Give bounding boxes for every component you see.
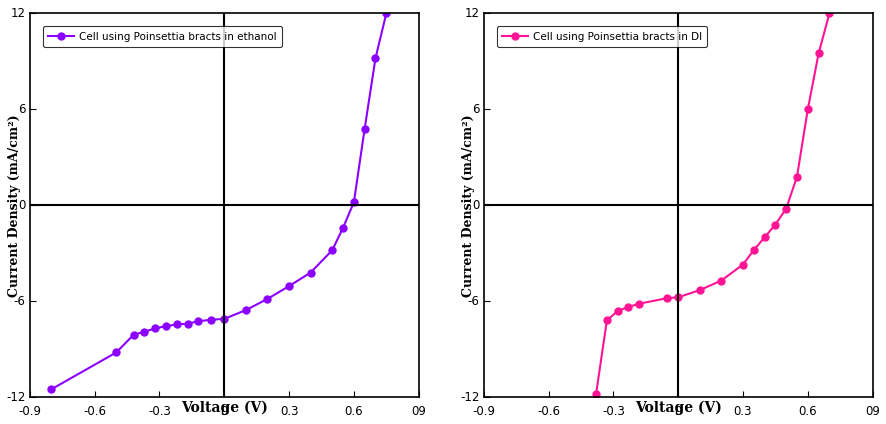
Y-axis label: Current Density (mA/cm²): Current Density (mA/cm²) bbox=[462, 114, 475, 297]
Cell using Poinsettia bracts in DI bbox=[791, 174, 802, 179]
Cell using Poinsettia bracts in ethanol bbox=[240, 307, 251, 312]
Text: -0.3: -0.3 bbox=[148, 405, 171, 418]
Text: 0: 0 bbox=[18, 199, 26, 212]
Cell using Poinsettia bracts in ethanol bbox=[128, 332, 139, 338]
Cell using Poinsettia bracts in ethanol bbox=[193, 319, 204, 324]
Cell using Poinsettia bracts in ethanol bbox=[139, 329, 150, 334]
Text: 09: 09 bbox=[411, 405, 425, 418]
Cell using Poinsettia bracts in DI bbox=[780, 206, 790, 211]
Text: -12: -12 bbox=[460, 391, 478, 404]
Text: -0.6: -0.6 bbox=[536, 405, 559, 418]
Line: Cell using Poinsettia bracts in DI: Cell using Poinsettia bracts in DI bbox=[592, 10, 832, 398]
Cell using Poinsettia bracts in DI bbox=[633, 301, 644, 306]
Cell using Poinsettia bracts in ethanol bbox=[46, 387, 57, 392]
Cell using Poinsettia bracts in DI bbox=[661, 296, 672, 301]
Cell using Poinsettia bracts in DI bbox=[802, 107, 812, 112]
Cell using Poinsettia bracts in ethanol bbox=[359, 126, 369, 131]
X-axis label: Voltage (V): Voltage (V) bbox=[634, 401, 721, 416]
Cell using Poinsettia bracts in ethanol bbox=[150, 326, 160, 331]
Text: -12: -12 bbox=[6, 391, 26, 404]
Cell using Poinsettia bracts in DI bbox=[611, 308, 622, 313]
Text: 0.6: 0.6 bbox=[344, 405, 362, 418]
Text: -0.6: -0.6 bbox=[83, 405, 106, 418]
Text: -0.3: -0.3 bbox=[602, 405, 624, 418]
Cell using Poinsettia bracts in DI bbox=[769, 222, 780, 227]
Text: 0: 0 bbox=[221, 405, 228, 418]
Cell using Poinsettia bracts in ethanol bbox=[369, 56, 380, 61]
Cell using Poinsettia bracts in ethanol bbox=[284, 284, 294, 289]
Cell using Poinsettia bracts in DI bbox=[812, 51, 823, 56]
Cell using Poinsettia bracts in DI bbox=[758, 235, 769, 240]
Cell using Poinsettia bracts in DI bbox=[715, 278, 726, 283]
Cell using Poinsettia bracts in ethanol bbox=[206, 317, 216, 322]
Text: -6: -6 bbox=[467, 295, 478, 308]
Cell using Poinsettia bracts in ethanol bbox=[338, 225, 348, 230]
Text: 12: 12 bbox=[11, 7, 26, 20]
Cell using Poinsettia bracts in ethanol bbox=[219, 316, 229, 321]
Legend: Cell using Poinsettia bracts in ethanol: Cell using Poinsettia bracts in ethanol bbox=[43, 26, 282, 47]
Text: -6: -6 bbox=[13, 295, 26, 308]
Cell using Poinsettia bracts in ethanol bbox=[160, 324, 171, 329]
Y-axis label: Current Density (mA/cm²): Current Density (mA/cm²) bbox=[9, 114, 21, 297]
Cell using Poinsettia bracts in DI bbox=[694, 287, 704, 293]
Text: 12: 12 bbox=[464, 7, 478, 20]
Cell using Poinsettia bracts in DI bbox=[601, 318, 611, 323]
Text: 0.3: 0.3 bbox=[733, 405, 751, 418]
Cell using Poinsettia bracts in DI bbox=[590, 391, 601, 396]
Cell using Poinsettia bracts in ethanol bbox=[111, 350, 121, 355]
Cell using Poinsettia bracts in DI bbox=[823, 11, 834, 16]
Cell using Poinsettia bracts in ethanol bbox=[171, 322, 182, 327]
Text: 09: 09 bbox=[864, 405, 879, 418]
Cell using Poinsettia bracts in DI bbox=[737, 262, 748, 267]
Text: 6: 6 bbox=[471, 103, 478, 116]
Legend: Cell using Poinsettia bracts in DI: Cell using Poinsettia bracts in DI bbox=[496, 26, 707, 47]
Text: 0: 0 bbox=[471, 199, 478, 212]
Text: 6: 6 bbox=[18, 103, 26, 116]
Cell using Poinsettia bracts in ethanol bbox=[327, 248, 338, 253]
Text: 0: 0 bbox=[673, 405, 681, 418]
Line: Cell using Poinsettia bracts in ethanol: Cell using Poinsettia bracts in ethanol bbox=[48, 10, 389, 393]
X-axis label: Voltage (V): Voltage (V) bbox=[181, 401, 268, 416]
Cell using Poinsettia bracts in DI bbox=[748, 248, 758, 253]
Cell using Poinsettia bracts in ethanol bbox=[305, 270, 315, 275]
Text: -0.9: -0.9 bbox=[19, 405, 42, 418]
Text: -0.9: -0.9 bbox=[471, 405, 494, 418]
Cell using Poinsettia bracts in ethanol bbox=[182, 321, 192, 326]
Cell using Poinsettia bracts in DI bbox=[672, 295, 683, 300]
Cell using Poinsettia bracts in ethanol bbox=[262, 296, 273, 301]
Text: 0.3: 0.3 bbox=[279, 405, 298, 418]
Cell using Poinsettia bracts in ethanol bbox=[348, 200, 359, 205]
Cell using Poinsettia bracts in DI bbox=[623, 304, 633, 310]
Text: 0.6: 0.6 bbox=[797, 405, 816, 418]
Cell using Poinsettia bracts in ethanol bbox=[381, 11, 392, 16]
